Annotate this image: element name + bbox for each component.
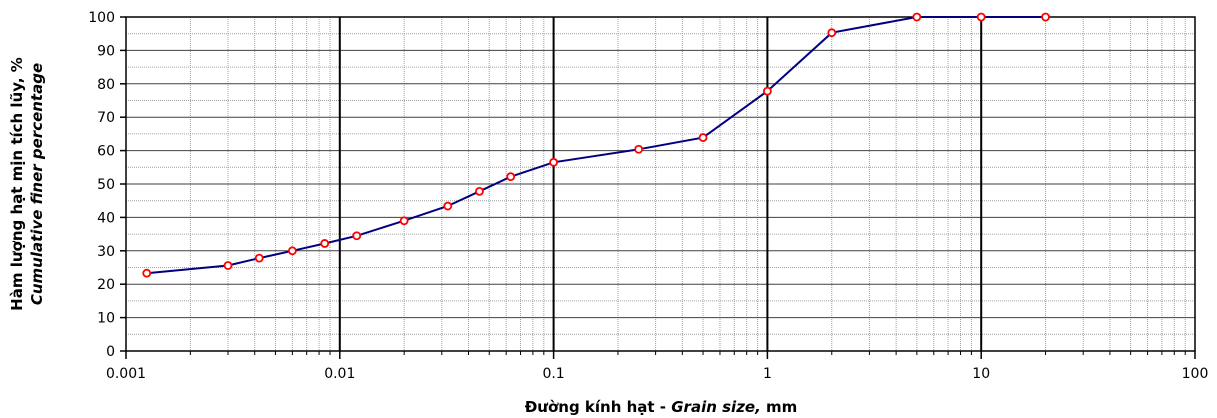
y-tick-label: 10 [97, 311, 115, 327]
data-point [976, 12, 986, 22]
y-tick-label: 50 [97, 177, 115, 193]
x-tick-label: 100 [1182, 366, 1209, 382]
data-point [399, 216, 409, 226]
x-axis-title: Đường kính hạt - Grain size, mm [525, 398, 798, 416]
y-tick-label: 100 [88, 10, 115, 26]
data-point [475, 186, 484, 196]
y-tick-label: 80 [97, 77, 115, 93]
y-axis-title-english: Cumulative finer percentage [28, 63, 46, 305]
data-point [1041, 12, 1050, 22]
data-point [827, 28, 837, 38]
data-point [142, 268, 152, 278]
data-point [634, 144, 644, 154]
y-tick-label: 30 [97, 244, 115, 260]
data-point [254, 253, 264, 263]
x-tick-label: 0.01 [324, 366, 355, 382]
data-point [763, 86, 772, 96]
data-point [912, 12, 922, 22]
x-axis-title-main: Đường kính hạt - [525, 398, 672, 416]
y-tick-label: 20 [97, 277, 115, 293]
data-point [698, 133, 708, 142]
data-point [352, 231, 362, 241]
y-axis-ticks: 0 10 20 30 40 50 60 70 80 90 100 [88, 10, 126, 360]
data-point [549, 157, 558, 167]
data-point [506, 172, 516, 182]
x-axis-ticks: 0.001 0.01 0.1 1 10 100 [106, 351, 1208, 382]
data-point [320, 239, 330, 248]
data-point [443, 201, 453, 211]
y-tick-label: 70 [97, 110, 115, 126]
x-axis-title-unit: mm [761, 398, 797, 416]
y-axis-title-vietnamese: Hàm lượng hạt mịn tích lũy, % [8, 57, 26, 311]
x-tick-label: 0.001 [106, 366, 146, 382]
y-tick-label: 90 [97, 43, 115, 59]
x-tick-label: 0.1 [542, 366, 564, 382]
x-tick-label: 10 [972, 366, 990, 382]
y-tick-label: 40 [97, 210, 115, 226]
data-point [223, 261, 233, 270]
data-point [287, 246, 297, 256]
x-axis-title-italic: Grain size, [671, 398, 761, 416]
x-tick-label: 1 [763, 366, 772, 382]
y-tick-label: 60 [97, 144, 115, 160]
series-line [146, 16, 1046, 275]
y-tick-label: 0 [106, 344, 115, 360]
major-grid [126, 17, 1195, 351]
series-group [142, 12, 1050, 278]
